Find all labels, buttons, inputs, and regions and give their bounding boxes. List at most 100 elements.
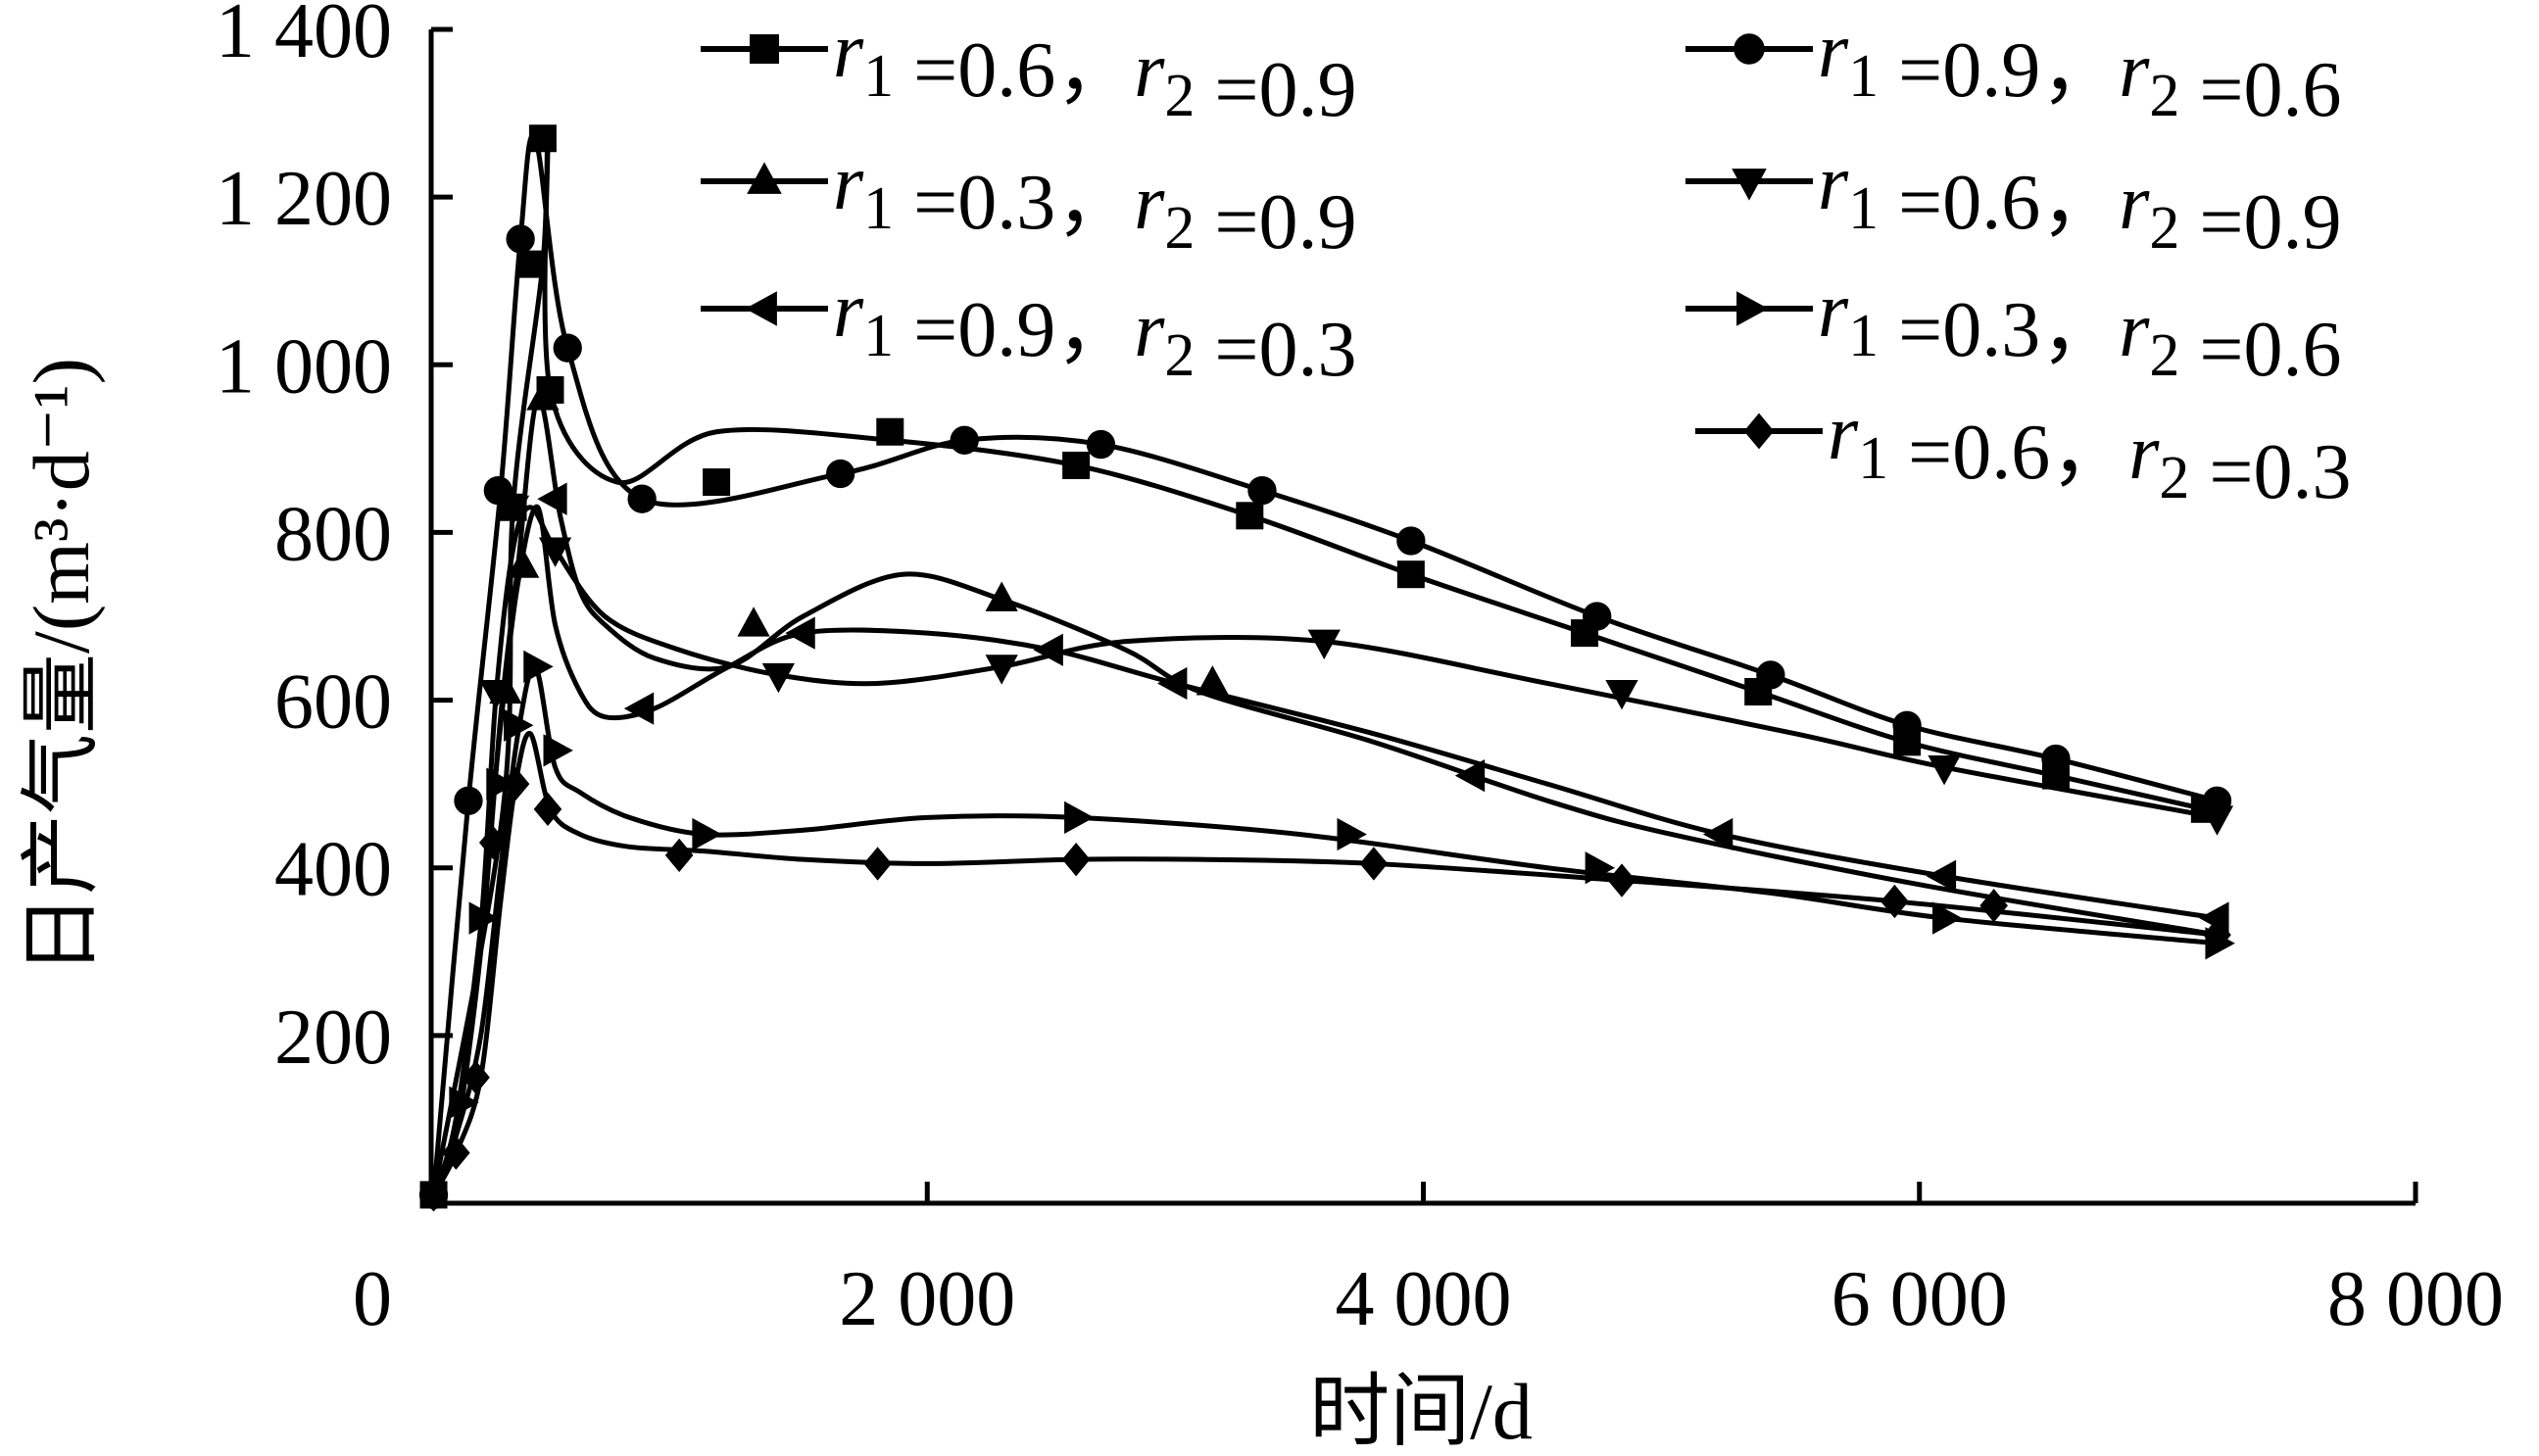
data-point — [623, 692, 655, 725]
series-5 — [431, 482, 2229, 1196]
data-point — [1307, 629, 1341, 660]
data-point — [1605, 679, 1638, 710]
legend-entry-2: r1 =0.9，r2 =0.6 — [1685, 8, 2342, 133]
data-point — [703, 468, 731, 497]
legend-marker — [1732, 169, 1767, 201]
data-point — [1926, 859, 1957, 893]
legend-entry-1: r1 =0.6，r2 =0.9 — [701, 8, 1357, 133]
data-point — [454, 786, 483, 815]
data-point — [1454, 758, 1486, 793]
y-tick-label: 1 200 — [216, 156, 392, 242]
legend-entry-6: r1 =0.3，r2 =0.6 — [1685, 267, 2342, 393]
series-4 — [431, 495, 2234, 1196]
legend-entry-5: r1 =0.9，r2 =0.3 — [701, 267, 1357, 393]
data-point — [1979, 889, 2008, 923]
data-point — [985, 655, 1018, 685]
data-point — [1061, 842, 1091, 877]
data-point — [1892, 710, 1922, 740]
data-point — [692, 817, 722, 851]
data-point — [1064, 801, 1095, 835]
data-point — [419, 1178, 448, 1212]
data-point — [1702, 817, 1733, 851]
series-line — [431, 731, 2218, 1196]
series-line — [431, 504, 2218, 1196]
data-point — [468, 901, 499, 935]
data-point — [1928, 754, 1961, 786]
data-point — [518, 250, 547, 278]
legend-marker — [1736, 291, 1769, 326]
legend-label: r1 =0.6，r2 =0.9 — [1818, 140, 2342, 266]
legend-marker — [1743, 413, 1775, 450]
data-point — [1583, 602, 1612, 631]
legend-label: r1 =0.3，r2 =0.9 — [833, 140, 1357, 266]
legend-label: r1 =0.6，r2 =0.9 — [833, 8, 1357, 133]
legend-label: r1 =0.9，r2 =0.3 — [833, 267, 1357, 393]
data-point — [462, 1060, 490, 1094]
data-point — [1932, 901, 1963, 935]
legend-label: r1 =0.9，r2 =0.6 — [1818, 8, 2342, 133]
data-point — [506, 224, 535, 254]
legend-label: r1 =0.3，r2 =0.6 — [1818, 267, 2342, 393]
data-point — [543, 734, 573, 767]
data-point — [863, 847, 892, 881]
x-tick-label: 4 000 — [1336, 1256, 1512, 1342]
x-tick-label: 2 000 — [839, 1256, 1015, 1342]
legend-entry-4: r1 =0.6，r2 =0.9 — [1685, 140, 2342, 266]
y-tick-label: 1 000 — [216, 323, 392, 410]
legend-label: r1 =0.6，r2 =0.3 — [1828, 390, 2352, 515]
x-tick-label: 0 — [353, 1256, 392, 1342]
data-point — [985, 581, 1018, 611]
data-point — [442, 1136, 470, 1170]
data-point — [1062, 451, 1091, 479]
data-point — [1880, 884, 1909, 919]
y-tick-label: 800 — [274, 491, 392, 577]
data-point — [1396, 560, 1425, 589]
x-axis-title: 时间/d — [1309, 1367, 1533, 1456]
y-axis-title: 日产气量/(m³·d⁻¹) — [17, 358, 106, 975]
data-point — [537, 482, 567, 515]
series-6 — [431, 650, 2235, 1196]
data-point — [449, 1086, 479, 1119]
legend-entry-7: r1 =0.6，r2 =0.3 — [1695, 390, 2352, 515]
data-point — [478, 825, 508, 860]
series-line — [431, 395, 2218, 1196]
legend: r1 =0.6，r2 =0.9 r1 =0.9，r2 =0.6r1 =0.3，r2… — [701, 8, 2352, 515]
data-point — [501, 766, 530, 801]
data-point — [1396, 526, 1426, 556]
data-point — [826, 459, 855, 489]
data-point — [1247, 475, 1277, 506]
x-tick-label: 8 000 — [2327, 1256, 2504, 1342]
data-point — [496, 495, 530, 526]
data-point — [486, 767, 516, 801]
data-point — [2041, 744, 2071, 774]
series-7 — [419, 731, 2231, 1212]
legend-marker — [1733, 33, 1765, 65]
data-point — [2200, 805, 2234, 836]
data-point — [1585, 851, 1616, 885]
data-point — [504, 708, 534, 742]
data-point — [2203, 918, 2231, 952]
data-point — [950, 425, 979, 455]
data-point — [526, 380, 560, 411]
data-point — [1086, 429, 1116, 460]
data-point — [553, 333, 582, 363]
axes: 0 2 000 4 000 6 000 8 000 200 400 600 800 1 000 1 … — [17, 0, 2504, 1456]
data-point — [1157, 666, 1188, 701]
data-point — [1236, 502, 1264, 530]
legend-marker — [750, 34, 779, 64]
x-tick-label: 6 000 — [1831, 1256, 2008, 1342]
data-point — [737, 607, 770, 637]
data-point — [1607, 863, 1636, 898]
data-point — [627, 484, 657, 513]
y-tick-label: 600 — [274, 659, 392, 746]
data-point — [1337, 817, 1367, 851]
series-layer — [418, 124, 2235, 1212]
y-tick-label: 400 — [274, 827, 392, 913]
legend-marker — [745, 291, 777, 326]
data-point — [761, 662, 796, 694]
data-point — [1359, 847, 1389, 881]
y-tick-label: 200 — [274, 995, 392, 1081]
series-line — [431, 663, 2218, 1196]
data-point — [664, 838, 694, 873]
